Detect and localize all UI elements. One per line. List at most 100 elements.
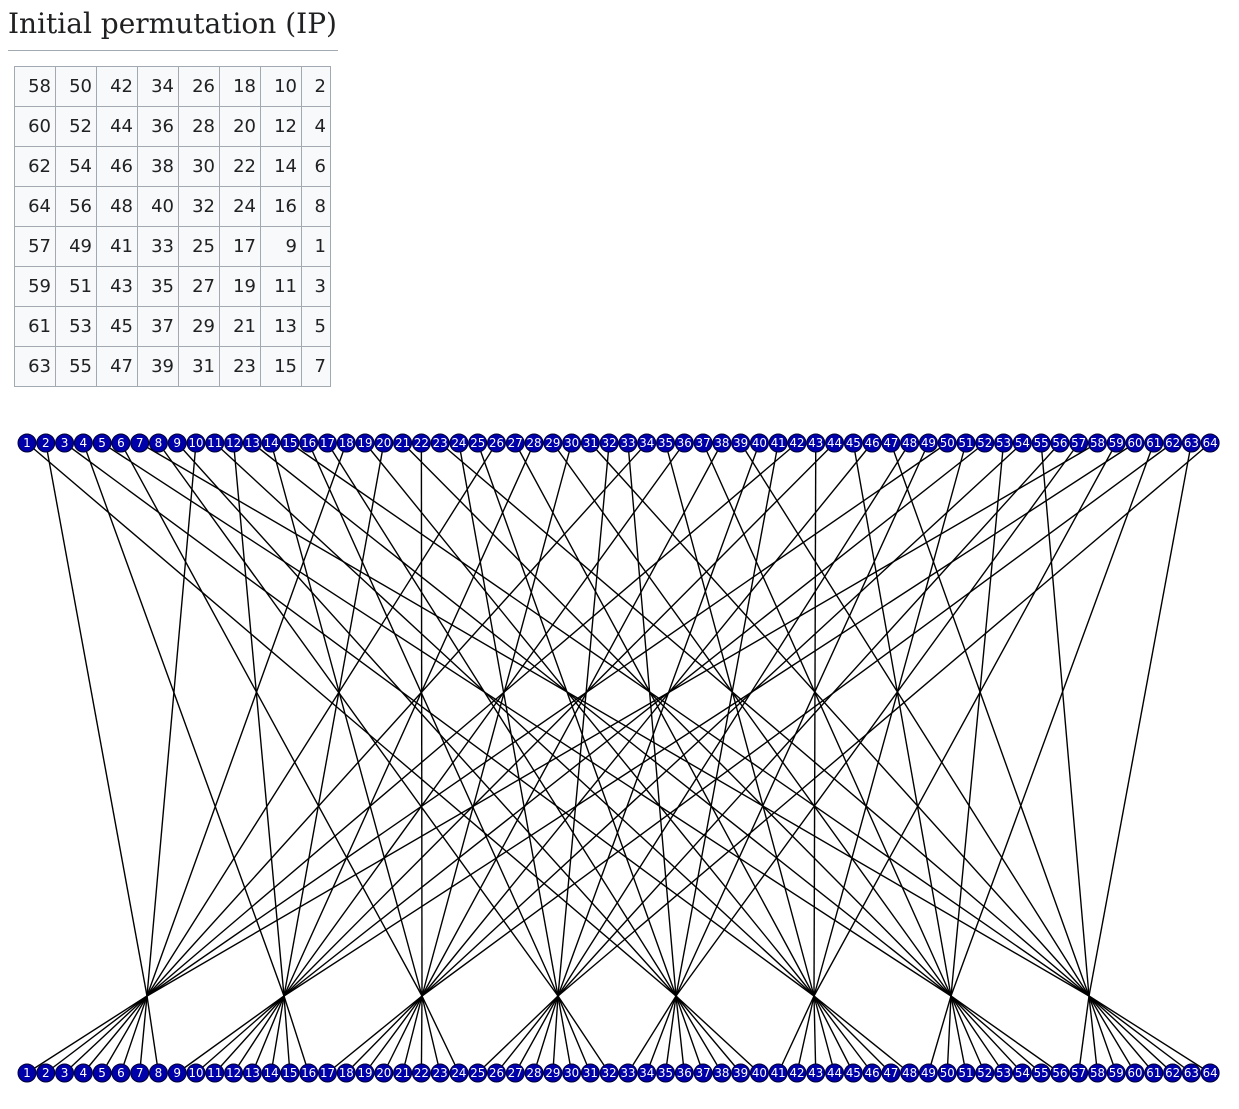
- permutation-line-output-25: [477, 995, 559, 1074]
- input-node-37: [693, 433, 713, 453]
- table-cell: 17: [219, 226, 261, 267]
- table-cell: 21: [219, 306, 261, 347]
- output-node-label: 42: [789, 1066, 804, 1080]
- permutation-line-output-16: [283, 995, 310, 1074]
- input-node-label: 41: [771, 436, 786, 450]
- permutation-line-output-33: [627, 995, 677, 1074]
- permutation-line-output-11: [214, 995, 285, 1074]
- permutation-line-output-63: [1088, 995, 1192, 1074]
- output-node-label: 12: [226, 1066, 241, 1080]
- table-cell: 58: [14, 66, 56, 107]
- input-node-label: 56: [1052, 436, 1067, 450]
- permutation-line-output-19: [364, 995, 423, 1074]
- permutation-line-input-38: [421, 442, 723, 997]
- input-node-label: 31: [583, 436, 598, 450]
- permutation-line-input-1: [26, 442, 677, 997]
- output-node-24: [449, 1063, 469, 1083]
- input-node-label: 34: [639, 436, 654, 450]
- table-cell: 12: [260, 106, 302, 147]
- table-cell: 8: [301, 186, 331, 227]
- permutation-line-output-26: [495, 995, 559, 1074]
- output-node-32: [599, 1063, 619, 1083]
- input-node-label: 46: [865, 436, 880, 450]
- input-node-label: 25: [470, 436, 485, 450]
- input-node-51: [956, 433, 976, 453]
- output-node-label: 15: [282, 1066, 297, 1080]
- permutation-line-output-54: [950, 995, 1023, 1074]
- output-node-6: [111, 1063, 131, 1083]
- input-node-7: [130, 433, 150, 453]
- input-node-label: 6: [117, 436, 125, 450]
- output-node-37: [693, 1063, 713, 1083]
- input-node-45: [843, 433, 863, 453]
- output-node-23: [430, 1063, 450, 1083]
- output-node-label: 64: [1203, 1066, 1218, 1080]
- permutation-line-input-23: [439, 442, 1090, 997]
- input-node-30: [562, 433, 582, 453]
- output-node-label: 44: [827, 1066, 842, 1080]
- permutation-lines: [26, 442, 1211, 1074]
- permutation-line-output-56: [950, 995, 1061, 1074]
- permutation-line-output-24: [421, 995, 460, 1074]
- input-node-26: [487, 433, 506, 453]
- table-cell: 56: [55, 186, 97, 227]
- table-cell: 37: [137, 306, 179, 347]
- input-node-label: 8: [155, 436, 163, 450]
- permutation-line-input-7: [139, 442, 1090, 997]
- output-node-35: [656, 1063, 676, 1083]
- output-node-29: [543, 1063, 563, 1083]
- output-node-label: 63: [1184, 1066, 1199, 1080]
- permutation-line-output-50: [946, 995, 952, 1074]
- permutation-line-input-3: [64, 442, 815, 997]
- input-node-29: [543, 433, 563, 453]
- output-node-59: [1106, 1063, 1126, 1083]
- output-node-label: 38: [714, 1066, 729, 1080]
- permutation-line-output-64: [1088, 995, 1211, 1074]
- output-node-44: [825, 1063, 845, 1083]
- input-node-label: 21: [395, 436, 410, 450]
- permutation-line-input-61: [950, 442, 1155, 997]
- output-node-label: 47: [883, 1066, 898, 1080]
- permutation-line-output-61: [1088, 995, 1155, 1074]
- input-node-32: [599, 433, 619, 453]
- output-node-label: 7: [136, 1066, 144, 1080]
- permutation-line-input-58: [146, 442, 1098, 997]
- input-node-10: [186, 433, 206, 453]
- input-node-label: 55: [1034, 436, 1049, 450]
- permutation-line-input-29: [552, 442, 952, 997]
- output-node-label: 40: [752, 1066, 767, 1080]
- permutation-line-input-28: [283, 442, 535, 997]
- permutation-line-output-57: [1077, 995, 1090, 1074]
- input-node-label: 63: [1184, 436, 1199, 450]
- output-node-label: 5: [98, 1066, 106, 1080]
- input-node-4: [73, 433, 93, 453]
- output-node-label: 55: [1034, 1066, 1049, 1080]
- output-node-label: 30: [564, 1066, 579, 1080]
- input-node-25: [468, 433, 488, 453]
- input-node-8: [148, 433, 168, 453]
- permutation-line-output-40: [675, 995, 760, 1074]
- output-node-label: 18: [339, 1066, 354, 1080]
- input-node-label: 29: [545, 436, 560, 450]
- output-node-label: 39: [733, 1066, 748, 1080]
- permutation-line-input-40: [557, 442, 761, 997]
- output-node-label: 37: [696, 1066, 711, 1080]
- input-node-61: [1144, 433, 1164, 453]
- permutation-line-input-43: [813, 442, 817, 997]
- table-cell: 48: [96, 186, 138, 227]
- permutation-line-output-29: [552, 995, 559, 1074]
- permutation-line-output-1: [26, 995, 148, 1074]
- output-node-label: 17: [320, 1066, 335, 1080]
- output-node-label: 4: [80, 1066, 88, 1080]
- permutation-line-input-56: [557, 442, 1061, 997]
- input-node-label: 42: [789, 436, 804, 450]
- output-node-label: 58: [1090, 1066, 1105, 1080]
- permutation-line-output-51: [950, 995, 967, 1074]
- permutation-line-input-63: [1088, 442, 1193, 997]
- input-node-57: [1069, 433, 1089, 453]
- output-node-63: [1181, 1063, 1201, 1083]
- output-node-33: [618, 1063, 638, 1083]
- input-node-15: [280, 433, 300, 453]
- output-node-label: 48: [902, 1066, 917, 1080]
- table-cell: 14: [260, 146, 302, 187]
